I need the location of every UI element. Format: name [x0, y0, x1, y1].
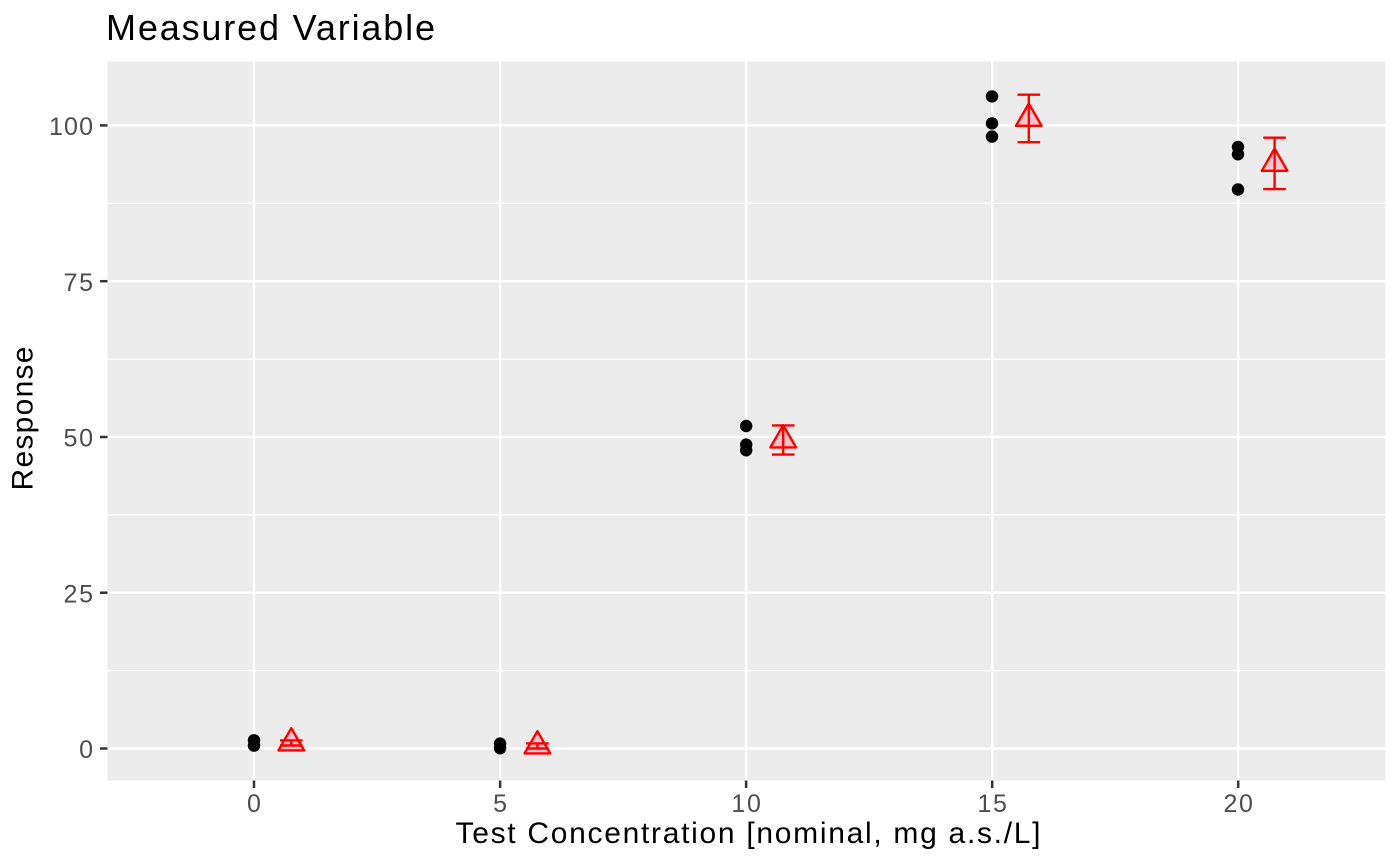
svg-text:0: 0	[247, 790, 261, 818]
svg-text:0: 0	[79, 736, 93, 764]
svg-text:Measured Variable: Measured Variable	[106, 7, 435, 48]
svg-text:15: 15	[977, 790, 1007, 818]
svg-text:75: 75	[64, 269, 94, 297]
svg-text:20: 20	[1223, 790, 1253, 818]
svg-text:100: 100	[49, 113, 93, 141]
svg-text:Response: Response	[7, 347, 40, 491]
svg-text:10: 10	[731, 790, 761, 818]
svg-text:50: 50	[64, 425, 94, 453]
svg-text:Test Concentration [nominal, m: Test Concentration [nominal, mg a.s./L]	[456, 817, 1041, 850]
svg-text:5: 5	[493, 790, 507, 818]
svg-text:25: 25	[64, 580, 94, 608]
